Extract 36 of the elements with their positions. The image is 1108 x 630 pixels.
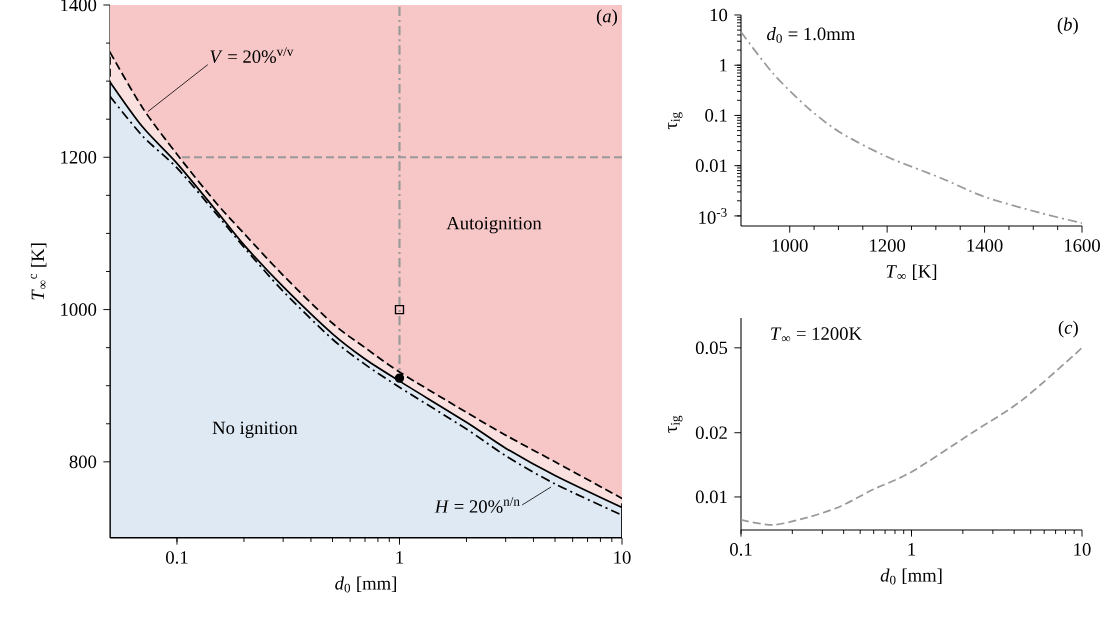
- y-tick-label: 0.01: [695, 490, 727, 504]
- annotation: No ignition: [212, 421, 298, 438]
- x-tick-label: 0.1: [730, 543, 752, 556]
- x-tick-label: 1400: [967, 239, 1003, 252]
- annotation: d$_{0}$ = 1.0mm: [767, 27, 855, 43]
- y-tick-label: 1000: [61, 303, 97, 316]
- annotation: (c): [1058, 320, 1078, 338]
- x-axis-title: d$_{0}$ [mm]: [335, 576, 396, 593]
- annotation: Autoignition: [446, 216, 542, 234]
- x-axis-title: d$_{0}$ [mm]: [880, 568, 942, 585]
- x-tick-label: 0.1: [166, 551, 188, 564]
- y-axis-title: T$_{∞}$$^{c}$ [K]: [30, 243, 47, 300]
- x-tick-label: 1000: [772, 239, 808, 252]
- y-tick-label: 10$^{-3}$: [699, 208, 727, 224]
- annotation: V = 20%$^{v/v}$: [210, 47, 294, 64]
- y-tick-label: 1200: [61, 150, 97, 164]
- x-tick-label: 1600: [1064, 239, 1100, 252]
- x-tick-label: 10: [614, 551, 631, 564]
- x-tick-label: 10: [1074, 543, 1091, 556]
- x-tick-label: 1200: [870, 239, 906, 252]
- y-axis-title: τ$_{ig}$: [668, 112, 683, 130]
- annotation: (b): [1057, 17, 1078, 35]
- y-tick-label: 0.1: [705, 109, 727, 122]
- y-axis-title: τ$_{ig}$: [668, 415, 683, 433]
- y-tick-label: 0.02: [695, 426, 727, 440]
- annotation: H = 20%$^{n/n}$: [434, 497, 520, 513]
- y-tick-label: 0.05: [695, 341, 728, 355]
- y-tick-label: 1: [720, 59, 727, 72]
- annotation: T$_{∞}$ = 1200K: [771, 327, 862, 342]
- y-tick-label: 10: [710, 8, 728, 22]
- y-tick-label: 800: [69, 455, 97, 469]
- x-axis-title: T$_{∞}$ [K]: [886, 264, 937, 280]
- x-tick-label: 1: [908, 543, 916, 556]
- y-tick-label: 0.01: [695, 159, 727, 173]
- annotation: (a): [596, 9, 618, 27]
- x-tick-label: 1: [396, 551, 404, 564]
